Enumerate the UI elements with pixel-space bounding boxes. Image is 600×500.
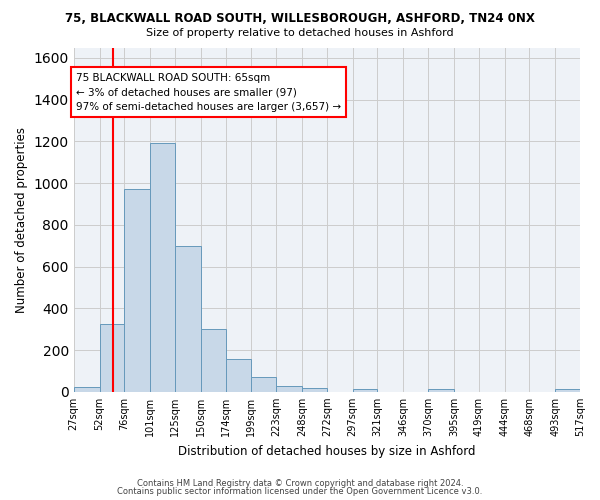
X-axis label: Distribution of detached houses by size in Ashford: Distribution of detached houses by size …: [178, 444, 476, 458]
Text: 75 BLACKWALL ROAD SOUTH: 65sqm
← 3% of detached houses are smaller (97)
97% of s: 75 BLACKWALL ROAD SOUTH: 65sqm ← 3% of d…: [76, 72, 341, 112]
Text: Size of property relative to detached houses in Ashford: Size of property relative to detached ho…: [146, 28, 454, 38]
Y-axis label: Number of detached properties: Number of detached properties: [15, 126, 28, 312]
Bar: [74, 386, 100, 392]
Bar: [353, 388, 377, 392]
Bar: [124, 190, 150, 392]
Bar: [251, 377, 276, 392]
Bar: [100, 324, 124, 392]
Text: Contains HM Land Registry data © Crown copyright and database right 2024.: Contains HM Land Registry data © Crown c…: [137, 478, 463, 488]
Bar: [276, 386, 302, 392]
Text: 75, BLACKWALL ROAD SOUTH, WILLESBOROUGH, ASHFORD, TN24 0NX: 75, BLACKWALL ROAD SOUTH, WILLESBOROUGH,…: [65, 12, 535, 26]
Bar: [428, 390, 454, 392]
Bar: [302, 388, 327, 392]
Bar: [226, 360, 251, 392]
Bar: [150, 144, 175, 392]
Bar: [201, 329, 226, 392]
Bar: [175, 246, 201, 392]
Bar: [555, 390, 580, 392]
Text: Contains public sector information licensed under the Open Government Licence v3: Contains public sector information licen…: [118, 487, 482, 496]
